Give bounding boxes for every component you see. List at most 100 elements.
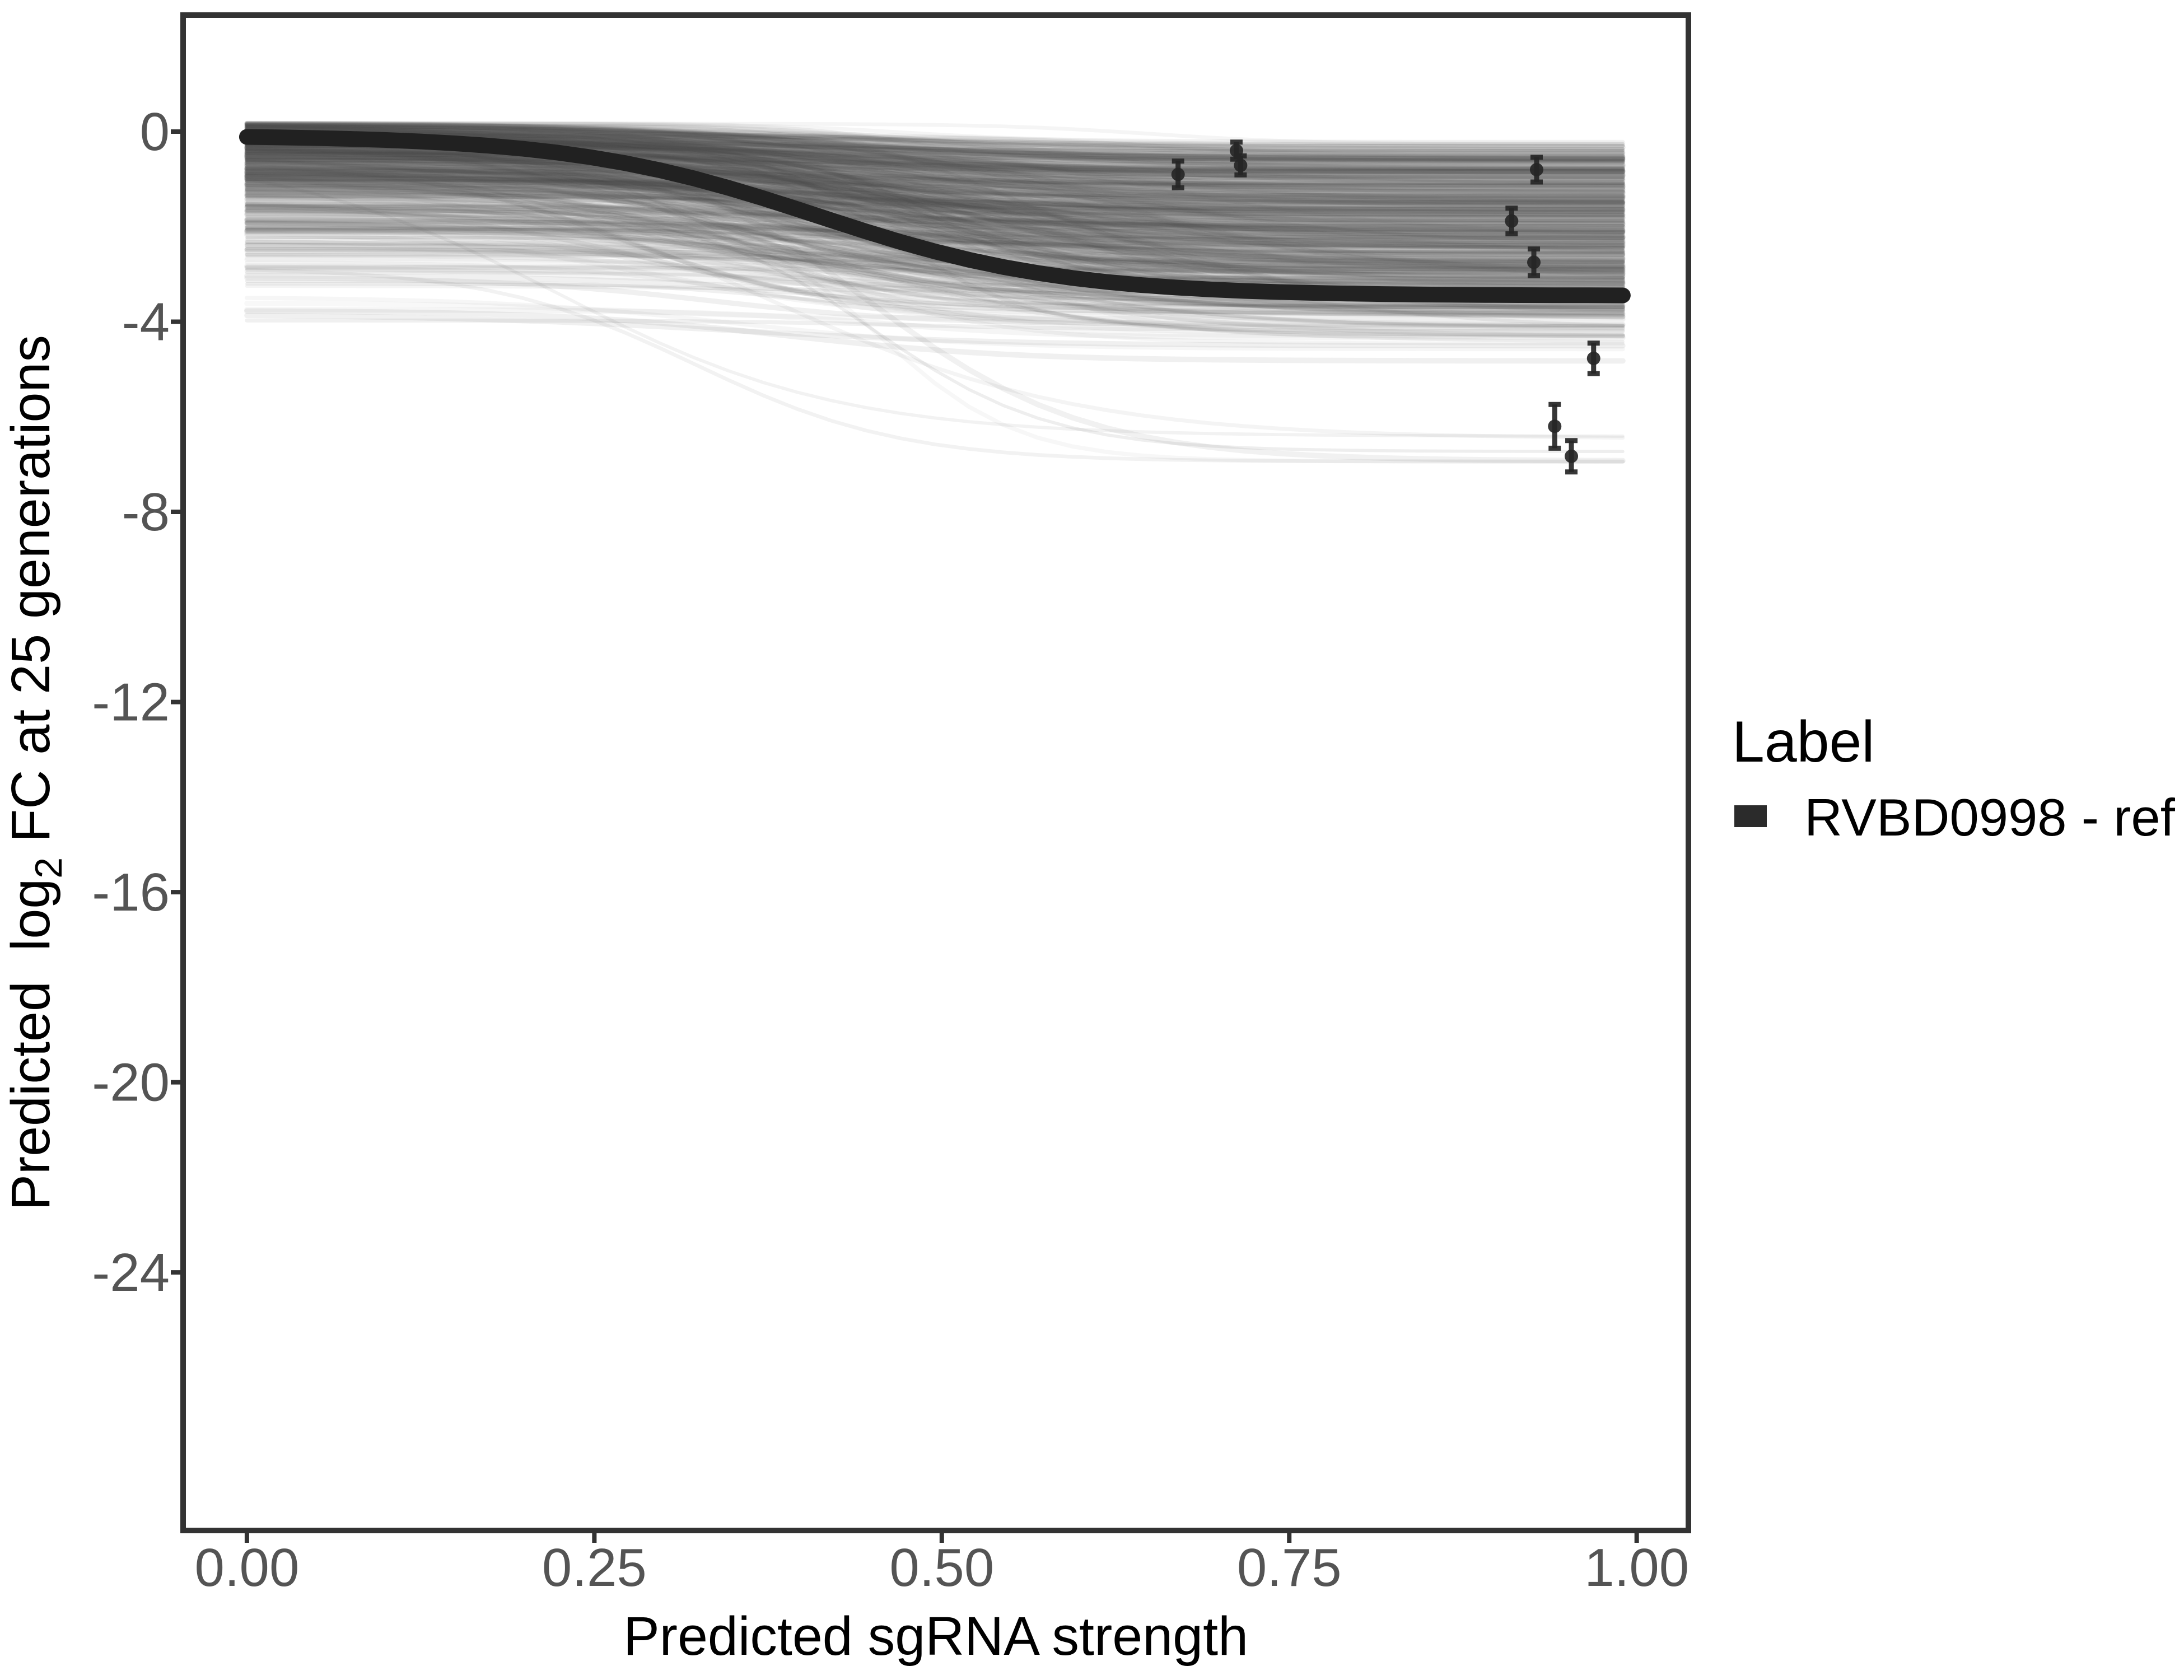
posterior-draw-line: [244, 176, 1626, 278]
posterior-draw-line: [245, 220, 1625, 241]
reference-curve: [239, 129, 1631, 304]
posterior-draw-line: [244, 181, 1626, 265]
posterior-draw-line: [244, 207, 1626, 256]
posterior-draw-line: [244, 171, 1626, 270]
posterior-draw-line: [245, 152, 1625, 212]
posterior-draw-line: [245, 125, 1625, 190]
posterior-draw-line: [245, 279, 1625, 316]
posterior-draw-line: [244, 159, 1626, 240]
posterior-draw-line: [245, 218, 1625, 330]
posterior-draw-line: [245, 245, 1625, 265]
posterior-draw-line: [245, 128, 1625, 245]
posterior-draw-line: [245, 172, 1625, 269]
posterior-draw-line: [244, 148, 1626, 206]
posterior-draw-line: [244, 156, 1626, 312]
posterior-draw-line: [244, 230, 1626, 323]
posterior-draw-line: [245, 161, 1625, 185]
posterior-draw-line: [245, 150, 1625, 237]
data-point: [1565, 438, 1579, 475]
posterior-draw-line: [245, 264, 1625, 280]
posterior-draw-line: [245, 162, 1625, 214]
posterior-draw-line: [244, 209, 1626, 320]
posterior-draw-line: [245, 123, 1625, 193]
posterior-draw-line: [244, 212, 1626, 235]
y-axis-title: Predicted log2 FC at 25 generations: [0, 335, 70, 1211]
posterior-draw-line: [245, 125, 1625, 151]
posterior-draw-line: [245, 128, 1625, 152]
posterior-draw-line: [244, 132, 1626, 198]
posterior-draw-line: [245, 174, 1625, 203]
posterior-draw-line: [245, 151, 1625, 174]
posterior-draw-line: [244, 122, 1626, 160]
posterior-draw-line: [244, 125, 1626, 162]
x-tick-label: 0.00: [194, 1538, 299, 1598]
posterior-draw-line: [244, 120, 1626, 173]
posterior-draw-line: [244, 169, 1626, 191]
posterior-draw-line: [244, 132, 1626, 196]
posterior-draw-line: [244, 173, 1626, 226]
posterior-draw-line: [244, 196, 1626, 249]
posterior-draw-line: [244, 124, 1626, 160]
posterior-draw-line: [245, 158, 1625, 185]
posterior-draw-line: [244, 152, 1626, 249]
posterior-draw-line: [244, 263, 1626, 286]
posterior-draw-line: [244, 144, 1626, 227]
posterior-draw-line: [244, 127, 1626, 149]
posterior-draw-line: [245, 168, 1625, 225]
posterior-draw-line: [244, 312, 1626, 349]
posterior-draw-line: [244, 247, 1626, 310]
posterior-draw-line: [245, 138, 1625, 274]
point-marker: [1529, 162, 1543, 176]
posterior-draw-line: [244, 128, 1626, 164]
posterior-draw-line: [245, 123, 1625, 163]
posterior-draw-line: [245, 207, 1625, 227]
posterior-draw-line: [244, 166, 1625, 232]
posterior-draw-line: [244, 165, 1625, 205]
posterior-draw-line: [245, 166, 1625, 201]
data-point: [1529, 155, 1543, 185]
posterior-draw-line: [245, 129, 1625, 197]
posterior-draw-line: [245, 318, 1625, 332]
posterior-draw-line: [245, 125, 1625, 220]
posterior-draw-line: [245, 129, 1625, 179]
posterior-draw-line: [245, 188, 1625, 265]
posterior-draw-line: [244, 170, 1626, 283]
posterior-draw-line: [244, 127, 1626, 151]
posterior-draw-line: [245, 130, 1625, 153]
posterior-draw-line: [245, 132, 1625, 178]
posterior-draw-line: [244, 204, 1626, 229]
posterior-draw-line: [244, 151, 1626, 204]
posterior-draw-line: [245, 157, 1625, 238]
posterior-draw-line: [245, 152, 1625, 194]
posterior-draw-line: [244, 139, 1625, 255]
posterior-draw-line: [244, 190, 1626, 213]
posterior-draw-line: [245, 170, 1625, 250]
reference-curve-line: [239, 129, 1631, 304]
posterior-draw-line: [245, 123, 1625, 254]
x-tick-label: 0.50: [889, 1538, 994, 1598]
posterior-draw-line: [244, 208, 1626, 279]
posterior-draw-line: [245, 160, 1625, 181]
posterior-draw-line: [244, 149, 1626, 258]
posterior-draw-line: [245, 128, 1625, 153]
posterior-draw-line: [245, 169, 1625, 245]
posterior-draw-line: [244, 180, 1626, 270]
posterior-draw-line: [244, 162, 1626, 268]
posterior-draw-line: [245, 156, 1625, 175]
posterior-draw-line: [244, 146, 1626, 206]
posterior-draw-line: [245, 220, 1625, 237]
point-marker: [1548, 419, 1562, 433]
posterior-draw-line: [245, 171, 1625, 240]
posterior-draw-line: [245, 126, 1625, 187]
posterior-draw-line: [244, 134, 1626, 262]
posterior-draw-line: [245, 125, 1625, 175]
posterior-draw-line: [245, 179, 1625, 203]
posterior-draw-line: [244, 123, 1626, 172]
posterior-draw-line: [244, 143, 1625, 310]
posterior-draw-line: [244, 171, 1626, 212]
posterior-draw-line: [244, 170, 1626, 246]
posterior-draw-line: [244, 220, 1626, 244]
posterior-draw-line: [245, 151, 1625, 172]
posterior-draw-line: [245, 167, 1625, 204]
posterior-draw-line: [245, 183, 1625, 225]
